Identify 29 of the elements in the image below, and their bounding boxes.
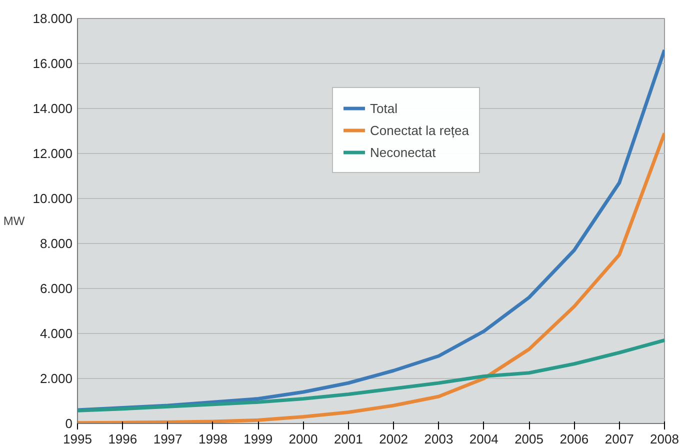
x-tick-label: 2001 — [334, 432, 363, 446]
legend-label: Conectat la rețea — [370, 122, 470, 138]
x-tick-label: 1997 — [153, 432, 182, 446]
line-series — [78, 338, 664, 412]
y-tick-label: 14.000 — [32, 101, 73, 116]
x-tick-label: 2000 — [288, 432, 318, 446]
legend-label: Total — [370, 100, 398, 116]
x-tick-label: 1996 — [108, 432, 138, 446]
x-tick-label: 2003 — [424, 432, 454, 446]
y-tick-label: 10.000 — [32, 191, 73, 206]
x-tick-label: 2006 — [560, 432, 589, 446]
x-tick-label: 1999 — [244, 432, 273, 446]
y-tick-label: 2.000 — [40, 371, 73, 386]
y-tick-label: 6.000 — [40, 281, 73, 296]
x-tick-label: 2007 — [604, 432, 634, 446]
y-tick-label: 0 — [65, 416, 73, 431]
y-tick-label: 12.000 — [32, 146, 73, 161]
y-tick-label: 4.000 — [40, 326, 73, 341]
x-tick-label: 1998 — [198, 432, 228, 446]
y-tick-label: 18.000 — [32, 11, 73, 26]
x-tick-label: 2004 — [469, 432, 498, 446]
legend-label: Neconectat — [370, 144, 436, 160]
x-tick-label: 2008 — [650, 432, 679, 446]
x-tick-label: 2002 — [379, 432, 408, 446]
y-axis-title: MW — [3, 214, 26, 228]
y-tick-label: 8.000 — [40, 236, 73, 251]
y-tick-label: 16.000 — [32, 56, 73, 71]
x-tick-label: 2005 — [514, 432, 544, 446]
x-tick-label: 1995 — [63, 432, 92, 446]
